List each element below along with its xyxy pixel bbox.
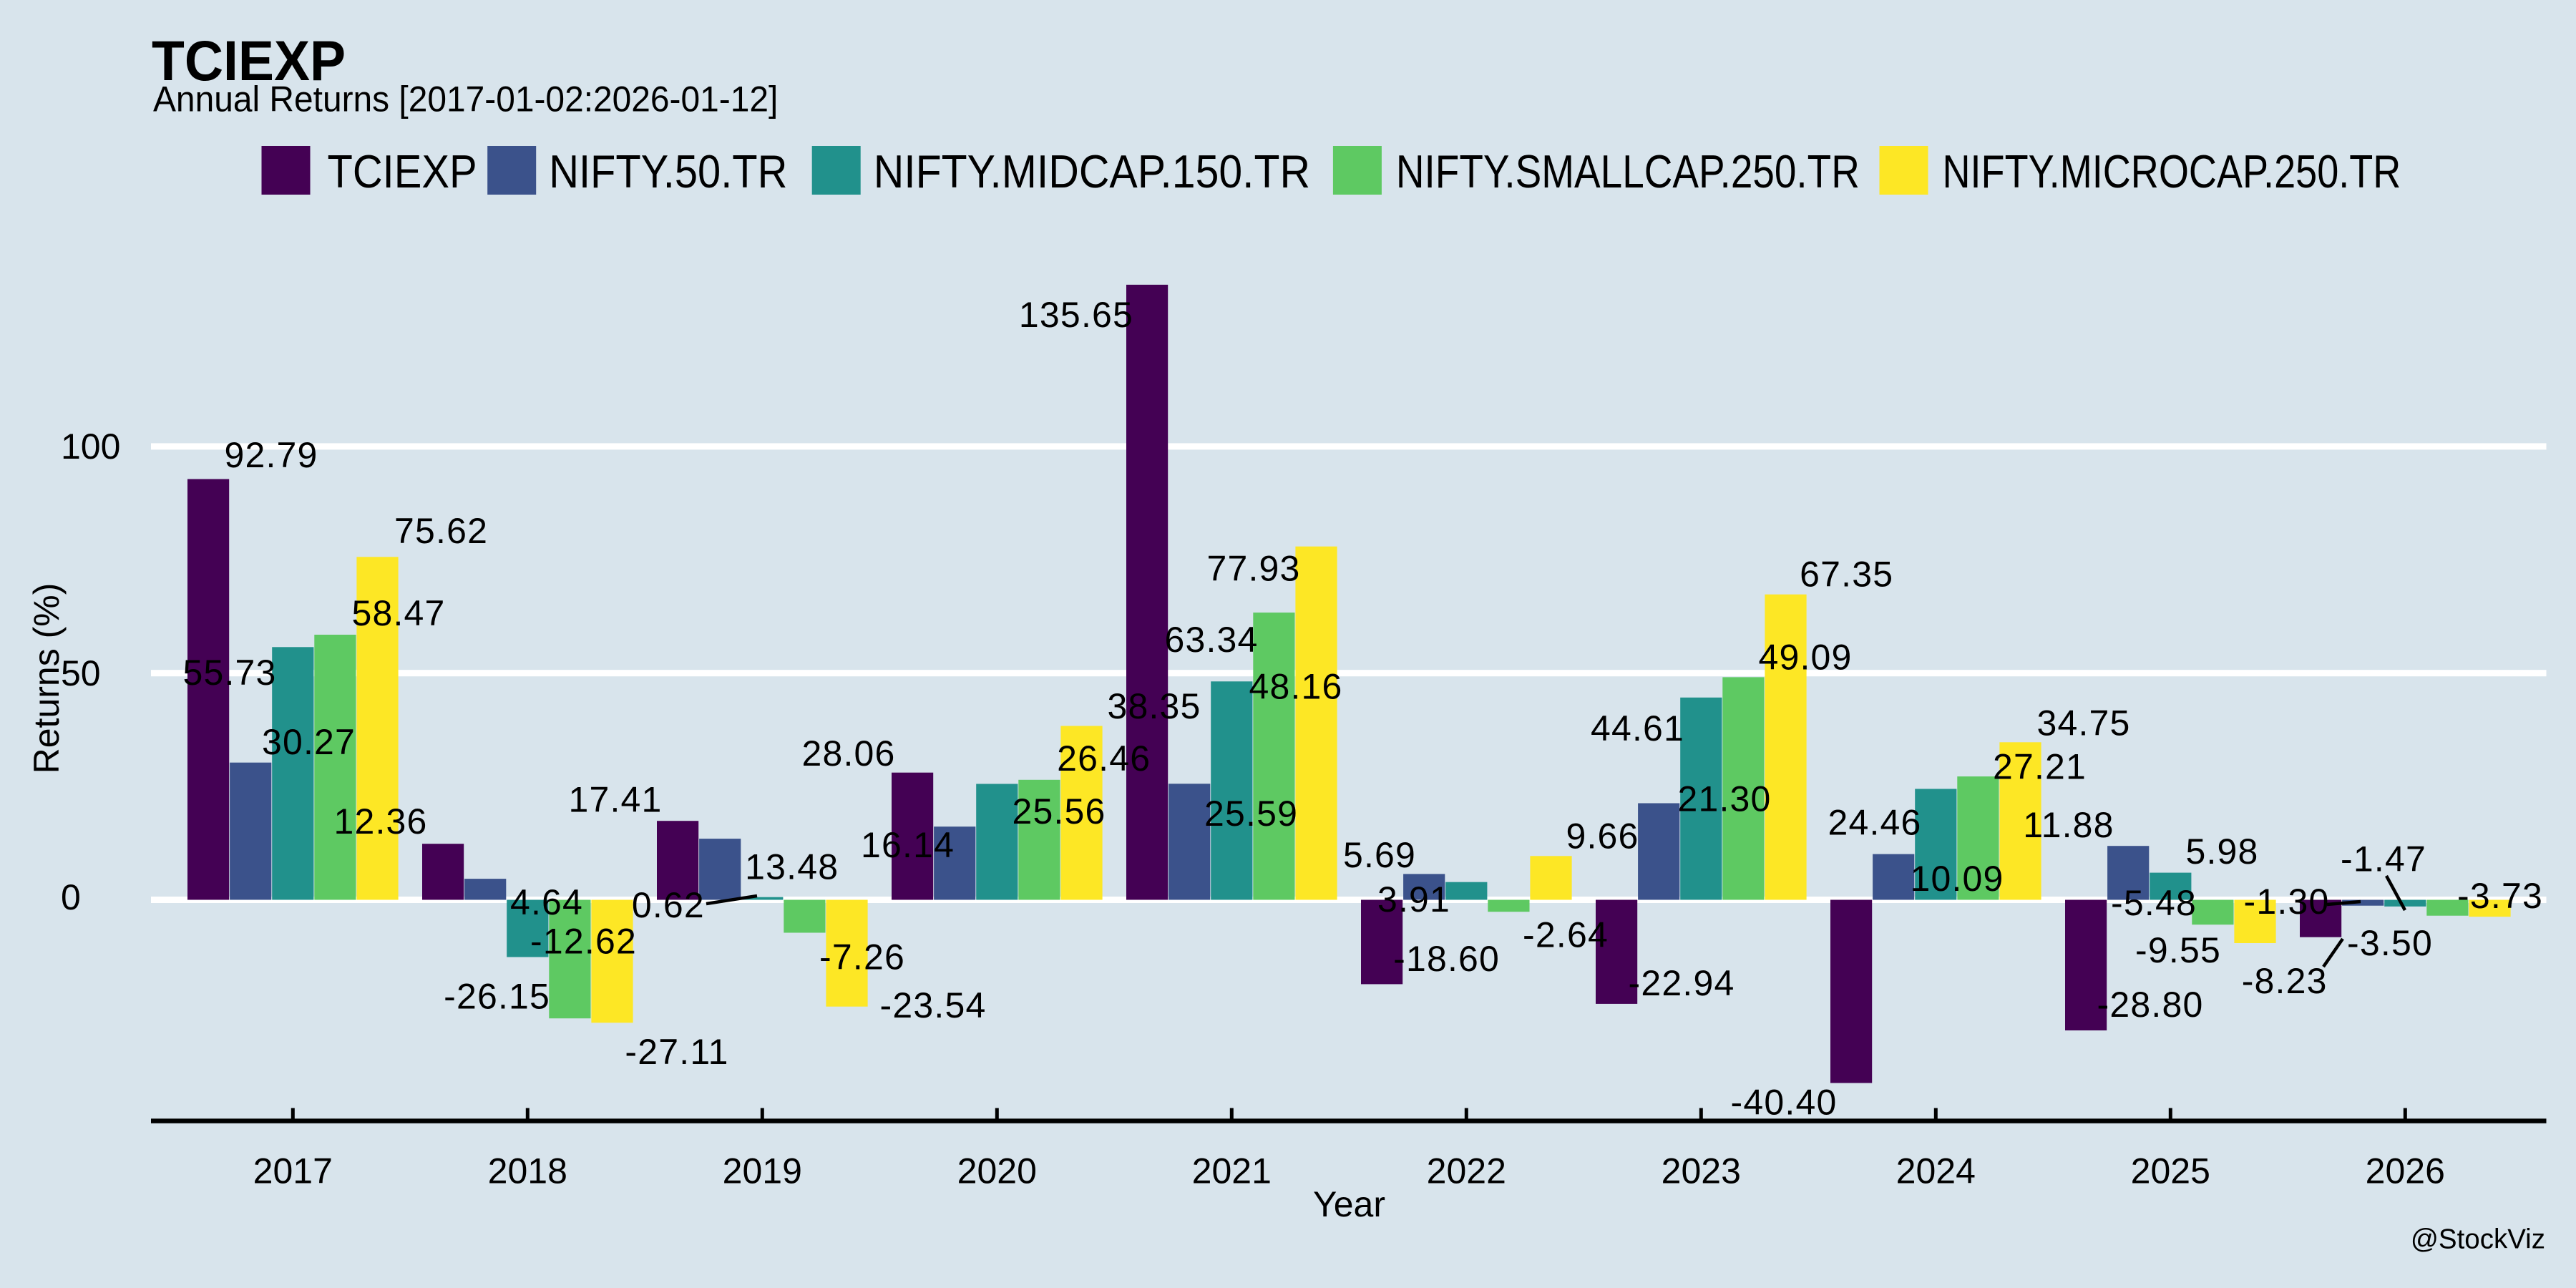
svg-text:25.56: 25.56 [1012, 791, 1106, 831]
svg-text:50: 50 [61, 653, 101, 693]
svg-text:-23.54: -23.54 [880, 985, 987, 1025]
svg-text:-26.15: -26.15 [444, 976, 550, 1016]
svg-text:TCIEXP: TCIEXP [152, 29, 346, 92]
svg-text:-8.23: -8.23 [2242, 961, 2328, 1001]
svg-text:92.79: 92.79 [224, 435, 318, 475]
svg-text:11.88: 11.88 [2023, 805, 2114, 845]
svg-text:75.62: 75.62 [394, 511, 488, 551]
svg-text:0.62: 0.62 [632, 885, 705, 925]
svg-text:Year: Year [1313, 1184, 1385, 1224]
svg-text:2026: 2026 [2366, 1151, 2445, 1191]
svg-text:100: 100 [61, 426, 120, 467]
svg-text:NIFTY.MICROCAP.250.TR: NIFTY.MICROCAP.250.TR [1943, 145, 2401, 197]
svg-text:48.16: 48.16 [1249, 666, 1342, 706]
svg-text:5.69: 5.69 [1343, 835, 1416, 875]
svg-text:-2.64: -2.64 [1523, 915, 1609, 955]
svg-text:-5.48: -5.48 [2111, 883, 2197, 923]
svg-text:26.46: 26.46 [1057, 738, 1151, 779]
svg-text:2017: 2017 [253, 1151, 333, 1191]
svg-text:-27.11: -27.11 [625, 1032, 728, 1072]
svg-text:-9.55: -9.55 [2135, 930, 2221, 970]
svg-text:135.65: 135.65 [1019, 295, 1133, 335]
svg-text:9.66: 9.66 [1566, 816, 1639, 857]
svg-text:NIFTY.MIDCAP.150.TR: NIFTY.MIDCAP.150.TR [874, 146, 1310, 197]
svg-text:25.59: 25.59 [1204, 794, 1298, 834]
svg-text:63.34: 63.34 [1164, 620, 1258, 660]
svg-text:2020: 2020 [957, 1151, 1037, 1191]
svg-text:24.46: 24.46 [1828, 803, 1921, 843]
svg-text:30.27: 30.27 [262, 722, 356, 762]
svg-text:3.91: 3.91 [1377, 879, 1450, 919]
svg-text:67.35: 67.35 [1800, 555, 1893, 595]
svg-text:2018: 2018 [488, 1151, 567, 1191]
svg-text:NIFTY.50.TR: NIFTY.50.TR [549, 146, 787, 198]
svg-text:2024: 2024 [1896, 1151, 1976, 1191]
svg-text:27.21: 27.21 [1993, 747, 2087, 787]
svg-text:17.41: 17.41 [568, 780, 662, 820]
svg-text:@StockViz: @StockViz [2411, 1224, 2545, 1255]
svg-text:-12.62: -12.62 [530, 922, 637, 962]
svg-text:34.75: 34.75 [2036, 703, 2130, 743]
svg-text:49.09: 49.09 [1758, 638, 1852, 678]
svg-text:-1.47: -1.47 [2341, 839, 2426, 879]
svg-text:-28.80: -28.80 [2097, 985, 2204, 1025]
svg-text:4.64: 4.64 [510, 882, 583, 922]
svg-text:2023: 2023 [1662, 1151, 1741, 1191]
svg-text:77.93: 77.93 [1206, 549, 1300, 589]
svg-text:2025: 2025 [2131, 1151, 2210, 1191]
svg-text:TCIEXP: TCIEXP [327, 146, 477, 198]
svg-text:58.47: 58.47 [351, 593, 445, 633]
svg-text:-18.60: -18.60 [1393, 939, 1500, 979]
svg-text:NIFTY.SMALLCAP.250.TR: NIFTY.SMALLCAP.250.TR [1396, 146, 1860, 197]
svg-text:12.36: 12.36 [333, 801, 427, 841]
svg-text:Annual Returns [2017-01-02:202: Annual Returns [2017-01-02:2026-01-12] [153, 80, 778, 119]
svg-text:-22.94: -22.94 [1629, 963, 1735, 1003]
svg-text:10.09: 10.09 [1910, 859, 2004, 899]
svg-text:28.06: 28.06 [801, 733, 895, 774]
svg-text:-40.40: -40.40 [1731, 1083, 1838, 1123]
svg-text:13.48: 13.48 [745, 847, 839, 887]
svg-text:0: 0 [61, 877, 81, 917]
svg-text:21.30: 21.30 [1677, 779, 1771, 819]
svg-text:-1.30: -1.30 [2244, 882, 2330, 922]
svg-text:-3.73: -3.73 [2457, 876, 2543, 916]
svg-text:5.98: 5.98 [2185, 831, 2258, 872]
svg-text:44.61: 44.61 [1591, 708, 1684, 748]
svg-text:-3.50: -3.50 [2347, 923, 2433, 963]
svg-text:-7.26: -7.26 [819, 937, 905, 977]
svg-text:2022: 2022 [1427, 1151, 1506, 1191]
svg-text:16.14: 16.14 [861, 825, 955, 865]
svg-text:55.73: 55.73 [182, 653, 276, 693]
svg-text:2021: 2021 [1192, 1151, 1272, 1191]
svg-text:38.35: 38.35 [1107, 686, 1201, 726]
svg-text:Returns (%): Returns (%) [26, 583, 67, 774]
svg-text:2019: 2019 [723, 1151, 802, 1191]
